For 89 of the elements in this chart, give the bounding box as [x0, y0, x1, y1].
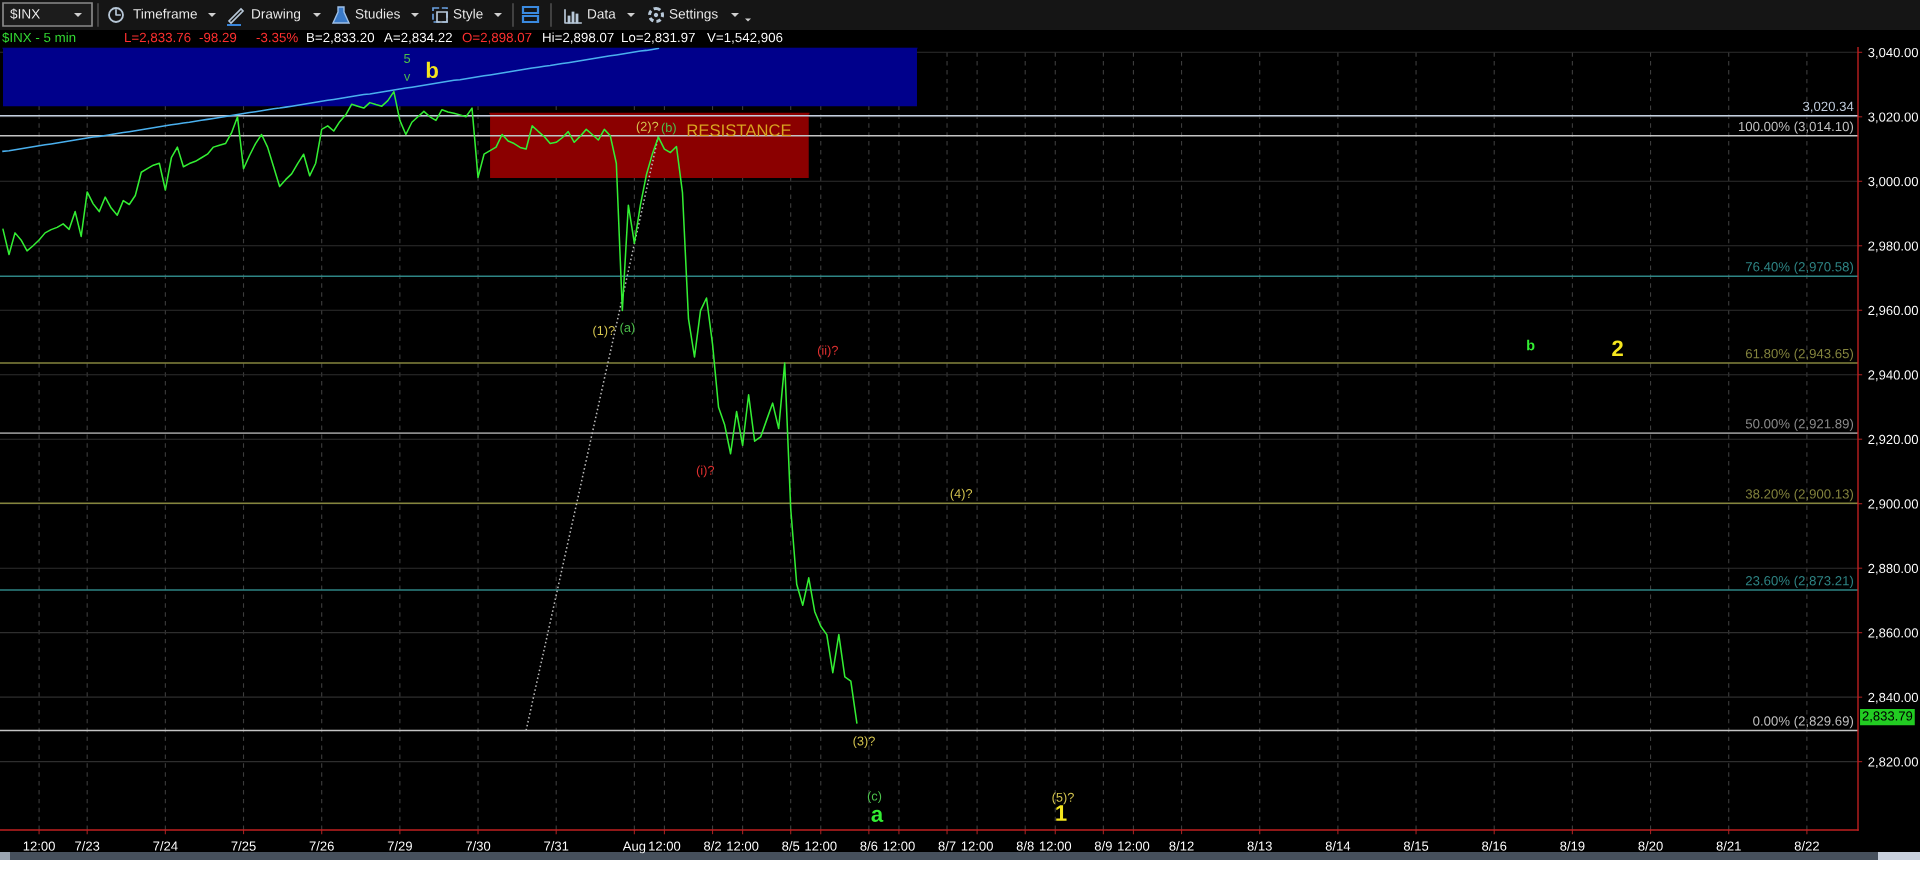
x-tick-label: 8/19	[1560, 841, 1585, 851]
ref-line-label: 50.00% (2,921.89)	[1745, 418, 1854, 432]
x-tick-label: 8/8	[1016, 841, 1034, 851]
x-tick-label: 7/26	[309, 841, 334, 851]
x-tick-label: 12:00	[727, 841, 759, 851]
x-tick-label: Aug	[622, 841, 646, 854]
x-tick-label: 8/9	[1094, 841, 1112, 851]
text: Hi=2,898.07	[543, 32, 614, 44]
annotation: (ii)?	[817, 345, 838, 358]
annotation: (b)	[661, 122, 676, 135]
text: Timeframe	[133, 8, 197, 19]
chart-title: $INX - 5 min	[2, 32, 76, 43]
line-series	[2, 90, 858, 724]
x-tick-label: 8/13	[1247, 841, 1272, 851]
y-tick-label: 2,960.00	[1868, 305, 1919, 317]
y-tick-label: 2,820.00	[1868, 757, 1919, 769]
annotation: (2)?	[636, 121, 659, 134]
text: O=2,898.07	[462, 32, 532, 44]
text: A=2,834.22	[384, 32, 452, 44]
text: -3.35%	[256, 32, 298, 43]
text: $INX	[10, 8, 40, 20]
ref-line-label: 0.00% (2,829.69)	[1753, 716, 1854, 729]
x-tick-label: 8/16	[1482, 841, 1507, 851]
ref-line-label: 38.20% (2,900.13)	[1745, 488, 1854, 502]
x-tick-label: 7/23	[75, 841, 100, 851]
annotation: 1	[1056, 805, 1067, 821]
y-tick-label: 2,860.00	[1868, 628, 1919, 640]
x-tick-label: 12:00	[23, 841, 55, 851]
ref-line-label: 61.80% (2,943.65)	[1745, 348, 1854, 361]
x-tick-label: 8/15	[1403, 841, 1429, 851]
ref-line-label: 76.40% (2,970.58)	[1745, 261, 1854, 275]
x-tick-label: 8/2	[704, 841, 721, 851]
x-tick-label: 7/31	[544, 841, 569, 851]
text: Drawing	[252, 8, 301, 22]
y-tick-label: 3,000.00	[1868, 176, 1919, 188]
annotation: RESISTANCE	[687, 124, 791, 137]
annotation: (c)	[867, 791, 882, 804]
x-tick-label: 7/29	[387, 841, 412, 851]
annotation: (3)?	[853, 736, 875, 749]
annotation: (a)	[620, 322, 635, 335]
ref-line-label: 100.00% (3,014.10)	[1738, 121, 1854, 134]
annotation: b	[426, 61, 438, 79]
ref-line-label: 3,020.34	[1802, 101, 1854, 113]
annotation: (i)?	[696, 465, 715, 478]
x-tick-label: 12:00	[805, 841, 837, 851]
text: Data	[588, 9, 616, 19]
y-tick-label: 2,980.00	[1868, 241, 1919, 253]
text: Lo=2,831.97	[622, 32, 695, 44]
x-tick-label: 12:00	[1118, 841, 1150, 851]
y-tick-label: 2,920.00	[1868, 434, 1919, 446]
ref-line-label: 23.60% (2,873.21)	[1745, 575, 1854, 588]
y-tick-label: 2,900.00	[1868, 499, 1919, 511]
x-tick-label: 8/7	[938, 841, 956, 851]
line-series	[2, 47, 660, 153]
x-tick-label: 7/30	[465, 841, 491, 851]
x-tick-label: 12:00	[883, 841, 915, 851]
x-tick-label: 12:00	[961, 841, 993, 851]
annotation: 2	[1612, 340, 1623, 356]
annotation: (4)?	[950, 488, 973, 501]
annotation: b	[1527, 339, 1535, 351]
x-tick-label: 12:00	[1039, 841, 1072, 851]
x-tick-label: 12:00	[649, 841, 681, 851]
annotation: v	[403, 74, 411, 81]
y-tick-label: 3,040.00	[1868, 47, 1919, 59]
text: B=2,833.20	[307, 32, 375, 44]
text: Settings	[669, 8, 718, 22]
x-tick-label: 7/24	[153, 841, 178, 851]
x-tick-label: 8/20	[1638, 841, 1663, 851]
annotation: a	[871, 809, 884, 822]
text: -98.29	[199, 32, 237, 43]
x-tick-label: 8/14	[1325, 841, 1351, 851]
y-tick-label: 2,840.00	[1868, 692, 1919, 704]
x-tick-label: 8/6	[860, 841, 878, 851]
annotation: (1)?	[593, 325, 615, 338]
y-tick-label: 2,880.00	[1868, 563, 1919, 575]
x-tick-label: 8/21	[1716, 841, 1741, 851]
x-tick-label: 8/5	[782, 841, 800, 851]
annotation: 5	[404, 54, 411, 64]
text: L=2,833.76	[125, 32, 191, 44]
text: V=1,542,906	[707, 32, 783, 44]
x-tick-label: 7/25	[231, 841, 256, 851]
y-tick-label: 2,940.00	[1868, 370, 1919, 382]
y-tick-label: 3,020.00	[1868, 112, 1919, 124]
annotation: (5)?	[1052, 792, 1074, 805]
x-tick-label: 8/12	[1169, 841, 1194, 851]
x-tick-label: 8/22	[1794, 841, 1819, 851]
text: Style	[453, 8, 483, 22]
text: 2,833.79	[1862, 711, 1913, 723]
text: Studies	[355, 8, 400, 19]
